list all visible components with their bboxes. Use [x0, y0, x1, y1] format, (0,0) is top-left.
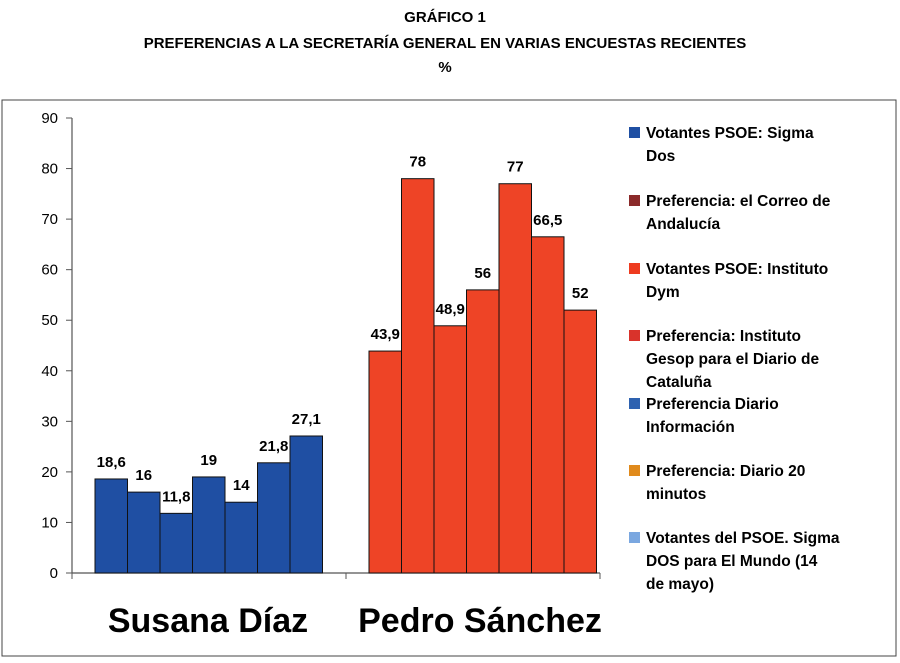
y-tick-label: 50 — [41, 312, 58, 329]
category-label: Susana Díaz — [108, 602, 308, 640]
legend-entry: Preferencia: Diario 20 minutos — [629, 463, 805, 503]
legend-swatch — [629, 532, 640, 543]
y-tick-label: 70 — [41, 211, 58, 228]
legend-entry: Votantes PSOE: Sigma Dos — [629, 125, 814, 165]
bar — [159, 512, 193, 574]
data-label: 18,6 — [97, 454, 126, 471]
y-tick-label: 20 — [41, 464, 58, 481]
bar — [368, 350, 402, 574]
legend-label: Dym — [646, 284, 680, 301]
legend-swatch — [629, 195, 640, 206]
data-label: 48,9 — [436, 301, 465, 318]
data-label: 27,1 — [292, 411, 321, 428]
legend-label: de mayo) — [646, 576, 714, 593]
data-label: 66,5 — [533, 212, 562, 229]
legend-label: Andalucía — [646, 216, 720, 233]
y-tick-label: 90 — [41, 110, 58, 127]
data-label: 43,9 — [371, 326, 400, 343]
data-label: 11,8 — [162, 488, 190, 505]
data-label: 19 — [200, 452, 217, 469]
y-tick-label: 40 — [41, 363, 58, 380]
legend-entry: Preferencia: Instituto Gesop para el Diar… — [629, 328, 820, 391]
legend-label: minutos — [646, 486, 706, 503]
bar — [433, 325, 467, 574]
legend-swatch — [629, 263, 640, 274]
data-label: 77 — [507, 159, 524, 176]
legend-label: Votantes del PSOE. Sigma — [646, 530, 840, 547]
legend-label: Preferencia: el Correo de — [646, 193, 831, 210]
legend-label: Dos — [646, 148, 675, 165]
bar — [94, 478, 128, 574]
data-label: 14 — [233, 477, 250, 494]
chart-title: GRÁFICO 1 — [404, 9, 486, 26]
legend-swatch — [629, 398, 640, 409]
legend-label: Información — [646, 419, 735, 436]
legend-entry: Preferencia: el Correo de Andalucía — [629, 193, 831, 233]
bar — [563, 309, 597, 574]
y-tick-label: 10 — [41, 514, 58, 531]
bar — [289, 435, 323, 574]
bar — [498, 183, 532, 574]
data-label: 78 — [409, 154, 426, 171]
data-label: 16 — [135, 467, 152, 484]
chart-unit: % — [438, 59, 451, 76]
legend-label: DOS para El Mundo (14 — [646, 553, 818, 570]
legend-label: Gesop para el Diario de — [646, 351, 820, 368]
legend: Votantes PSOE: Sigma Dos Preferencia: el C… — [629, 125, 840, 593]
legend-entry: Preferencia Diario Información — [629, 396, 779, 436]
legend-label: Votantes PSOE: Sigma — [646, 125, 814, 142]
legend-swatch — [629, 465, 640, 476]
bar — [466, 289, 500, 574]
plot-area: 0 10 20 30 40 50 60 70 80 90 18,6 16 11,8 19 14 21,827,… — [41, 110, 602, 640]
y-tick-label: 60 — [41, 262, 58, 279]
bar — [127, 491, 161, 574]
bar — [224, 501, 258, 574]
bar — [192, 476, 226, 574]
legend-label: Votantes PSOE: Instituto — [646, 261, 828, 278]
bar — [257, 462, 291, 574]
legend-entry: Votantes del PSOE. Sigma DOS para El Mund… — [629, 530, 840, 593]
legend-label: Preferencia Diario — [646, 396, 779, 413]
legend-label: Preferencia: Instituto — [646, 328, 801, 345]
bar — [531, 236, 565, 574]
chart-frame — [1, 99, 897, 657]
legend-swatch — [629, 127, 640, 138]
y-tick-label: 80 — [41, 161, 58, 178]
data-label: 21,8 — [259, 438, 288, 455]
legend-label: Cataluña — [646, 374, 712, 391]
data-label: 56 — [474, 265, 491, 282]
data-label: 52 — [572, 285, 589, 302]
y-tick-label: 0 — [50, 565, 58, 582]
bar — [401, 178, 435, 574]
legend-label: Preferencia: Diario 20 — [646, 463, 805, 480]
legend-entry: Votantes PSOE: Instituto Dym — [629, 261, 828, 301]
y-tick-label: 30 — [41, 413, 58, 430]
chart-subtitle: PREFERENCIAS A LA SECRETARÍA GENERAL EN … — [144, 35, 747, 52]
category-label: Pedro Sánchez — [358, 602, 602, 640]
legend-swatch — [629, 330, 640, 341]
